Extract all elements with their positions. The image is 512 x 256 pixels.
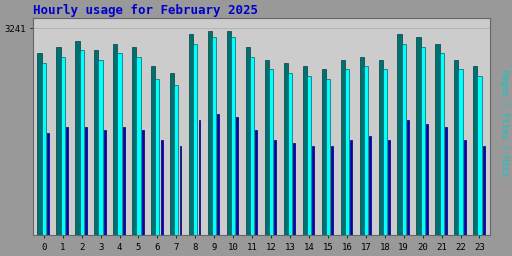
Bar — [274, 140, 276, 235]
Text: Hourly usage for February 2025: Hourly usage for February 2025 — [33, 4, 259, 17]
Bar — [265, 60, 269, 235]
Bar — [345, 69, 349, 235]
Bar — [416, 37, 420, 235]
Bar — [75, 41, 79, 235]
Bar — [420, 47, 425, 235]
Bar — [250, 57, 254, 235]
Bar — [382, 69, 387, 235]
Bar — [151, 66, 155, 235]
Bar — [161, 140, 162, 235]
Bar — [189, 34, 193, 235]
Bar — [407, 120, 409, 235]
Bar — [454, 60, 458, 235]
Bar — [269, 69, 273, 235]
Bar — [426, 124, 428, 235]
Bar — [47, 133, 49, 235]
Bar — [364, 66, 368, 235]
Bar — [56, 47, 60, 235]
Bar — [237, 117, 238, 235]
Bar — [401, 44, 406, 235]
Bar — [104, 130, 105, 235]
Text: Pages / Files / Hits: Pages / Files / Hits — [500, 69, 509, 177]
Bar — [199, 120, 200, 235]
Bar — [483, 146, 485, 235]
Bar — [477, 76, 482, 235]
Bar — [378, 60, 382, 235]
Bar — [312, 146, 314, 235]
Bar — [255, 130, 257, 235]
Bar — [212, 37, 217, 235]
Bar — [340, 60, 345, 235]
Bar — [246, 47, 250, 235]
Bar — [37, 54, 41, 235]
Bar — [155, 79, 160, 235]
Bar — [142, 130, 143, 235]
Bar — [350, 140, 352, 235]
Bar — [331, 146, 333, 235]
Bar — [41, 63, 46, 235]
Bar — [303, 66, 307, 235]
Bar — [117, 54, 121, 235]
Bar — [397, 34, 401, 235]
Bar — [326, 79, 330, 235]
Bar — [193, 44, 198, 235]
Bar — [369, 136, 371, 235]
Bar — [123, 127, 124, 235]
Bar — [458, 69, 463, 235]
Bar — [439, 54, 444, 235]
Bar — [322, 69, 326, 235]
Bar — [66, 127, 68, 235]
Bar — [388, 140, 390, 235]
Bar — [94, 50, 98, 235]
Bar — [208, 31, 212, 235]
Bar — [60, 57, 65, 235]
Bar — [218, 114, 219, 235]
Bar — [288, 72, 292, 235]
Bar — [293, 143, 295, 235]
Bar — [473, 66, 477, 235]
Bar — [464, 140, 465, 235]
Bar — [445, 127, 446, 235]
Bar — [98, 60, 102, 235]
Bar — [79, 50, 83, 235]
Bar — [170, 72, 174, 235]
Bar — [136, 57, 140, 235]
Bar — [227, 31, 231, 235]
Bar — [284, 63, 288, 235]
Bar — [113, 44, 117, 235]
Bar — [359, 57, 364, 235]
Bar — [307, 76, 311, 235]
Bar — [132, 47, 136, 235]
Bar — [435, 44, 439, 235]
Bar — [85, 127, 87, 235]
Bar — [180, 146, 181, 235]
Bar — [174, 85, 179, 235]
Bar — [231, 37, 236, 235]
